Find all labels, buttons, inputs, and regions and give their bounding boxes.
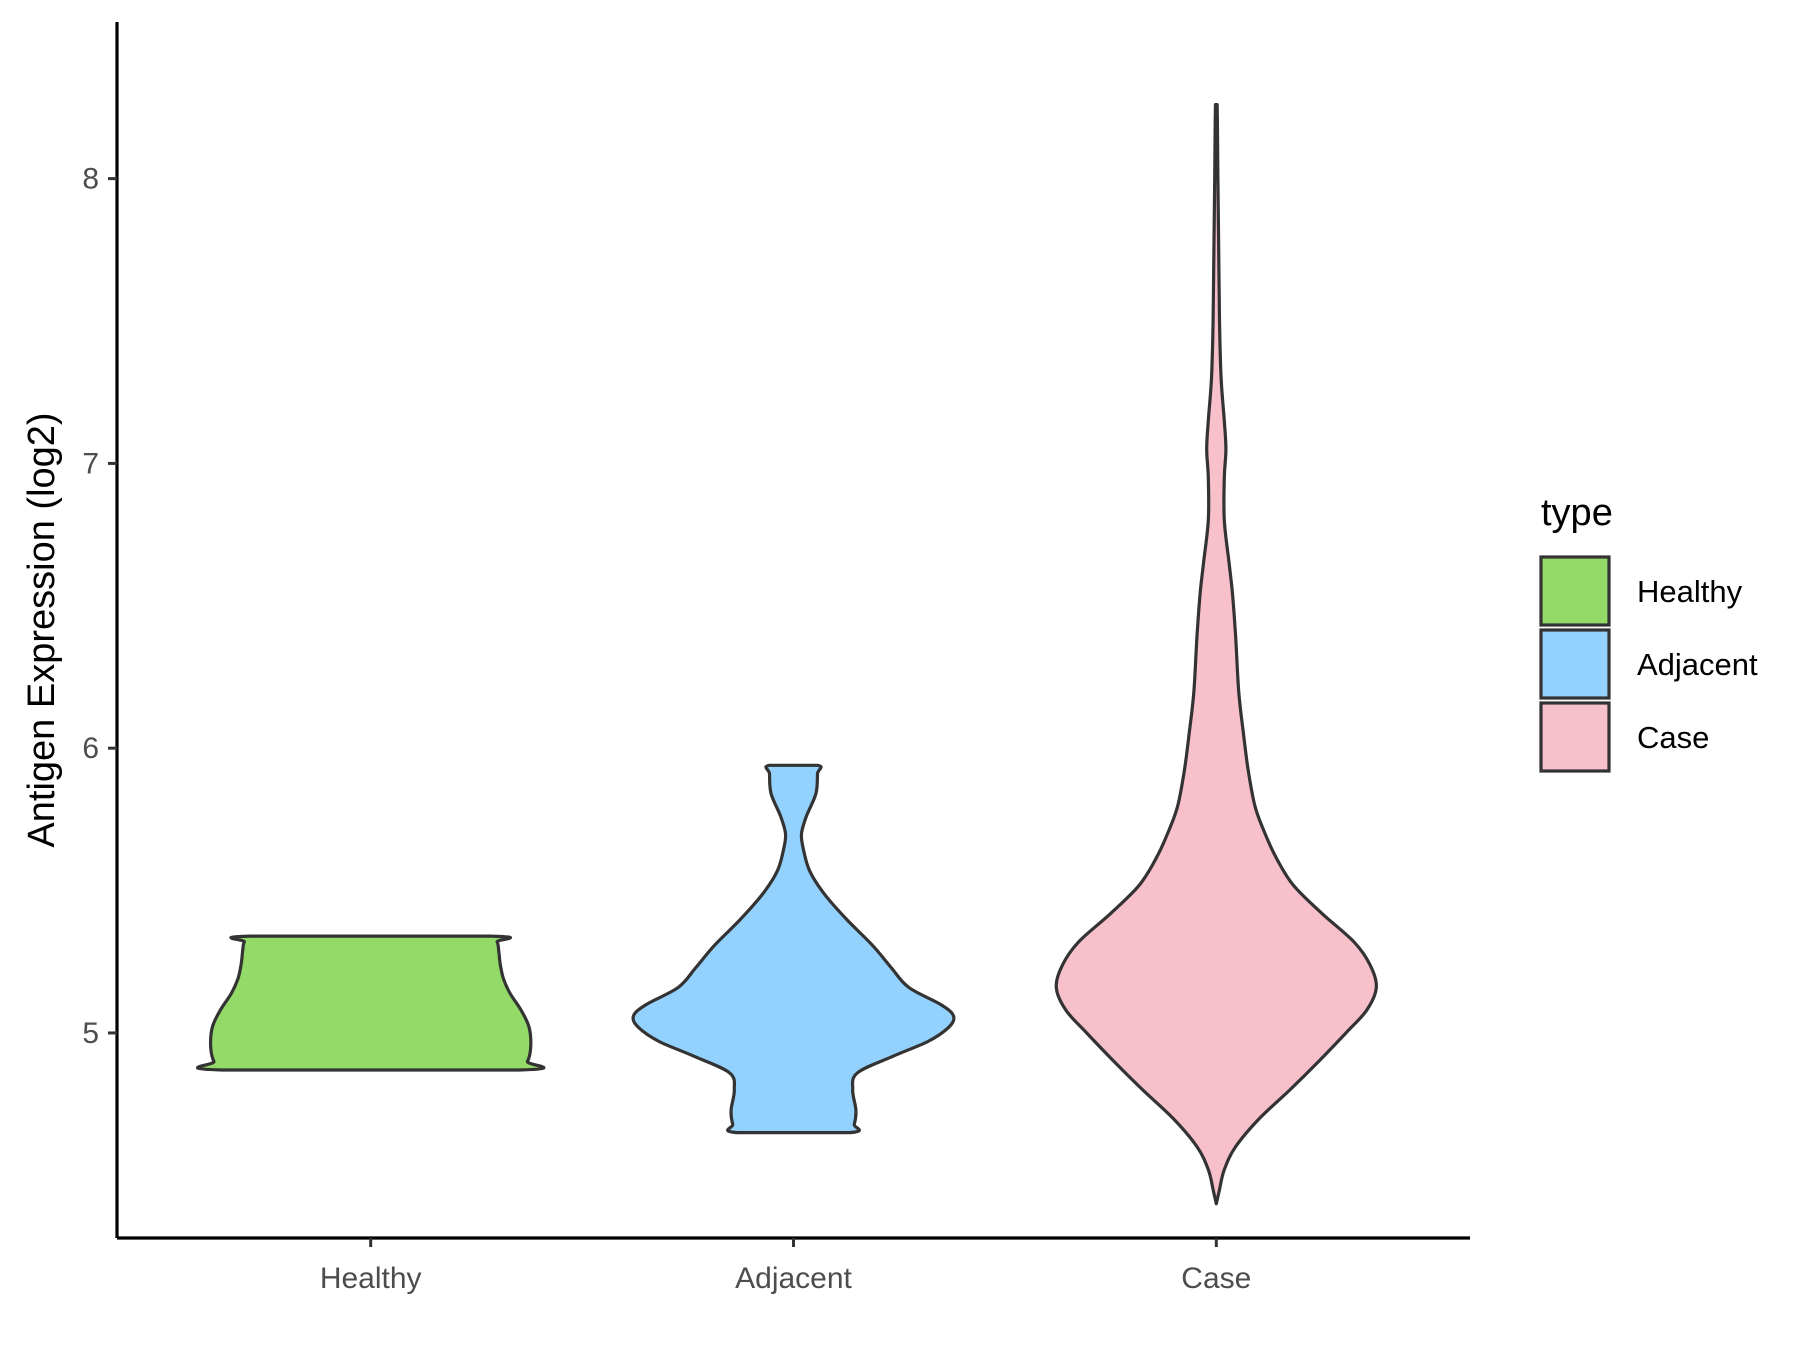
x-tick-label-healthy: Healthy xyxy=(320,1262,422,1295)
y-tick-label: 6 xyxy=(82,732,99,765)
legend-label-healthy: Healthy xyxy=(1637,574,1743,609)
violin-adjacent xyxy=(631,763,956,1135)
violin-healthy xyxy=(195,934,546,1072)
y-axis-title: Antigen Expression (log2) xyxy=(21,412,63,847)
y-tick-label: 7 xyxy=(82,447,99,480)
violin-layer xyxy=(195,103,1378,1206)
x-axis-ticks: Healthy Adjacent Case xyxy=(320,1238,1251,1295)
legend-title: type xyxy=(1541,492,1613,534)
legend-label-case: Case xyxy=(1637,720,1709,755)
legend: type Healthy Adjacent Case xyxy=(1539,492,1758,773)
legend-label-adjacent: Adjacent xyxy=(1637,647,1758,682)
violin-case xyxy=(1054,103,1378,1206)
legend-swatch-healthy xyxy=(1539,555,1611,627)
y-tick-label: 5 xyxy=(82,1017,99,1050)
x-tick-label-case: Case xyxy=(1181,1262,1251,1295)
y-tick-label: 8 xyxy=(82,163,99,196)
legend-swatch-case xyxy=(1539,701,1611,773)
legend-swatch-adjacent xyxy=(1539,628,1611,700)
x-tick-label-adjacent: Adjacent xyxy=(735,1262,852,1295)
y-axis-ticks: 5 6 7 8 xyxy=(82,163,117,1050)
